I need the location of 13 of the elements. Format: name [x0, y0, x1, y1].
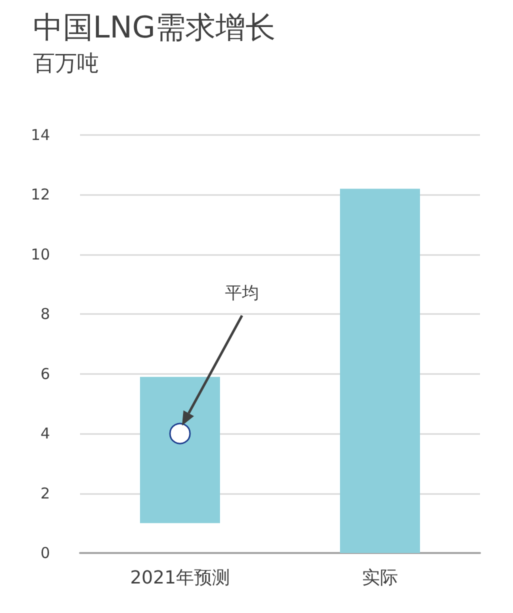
chart-title: 中国LNG需求增长	[33, 10, 276, 46]
y-tick-label: 10	[30, 245, 50, 264]
y-tick-label: 12	[30, 186, 50, 204]
y-tick-label: 0	[40, 544, 50, 562]
y-tick-label: 2	[40, 484, 50, 502]
y-tick-label: 4	[40, 424, 50, 443]
y-tick-label: 6	[40, 364, 50, 383]
annotation: 平均	[225, 284, 259, 304]
x-tick-label: 实际	[362, 568, 398, 588]
y-tick-label: 8	[40, 305, 50, 324]
y-tick-label: 14	[30, 126, 50, 144]
chart-subtitle: 百万吨	[33, 52, 99, 76]
x-tick-label: 2021年预测	[130, 568, 230, 588]
